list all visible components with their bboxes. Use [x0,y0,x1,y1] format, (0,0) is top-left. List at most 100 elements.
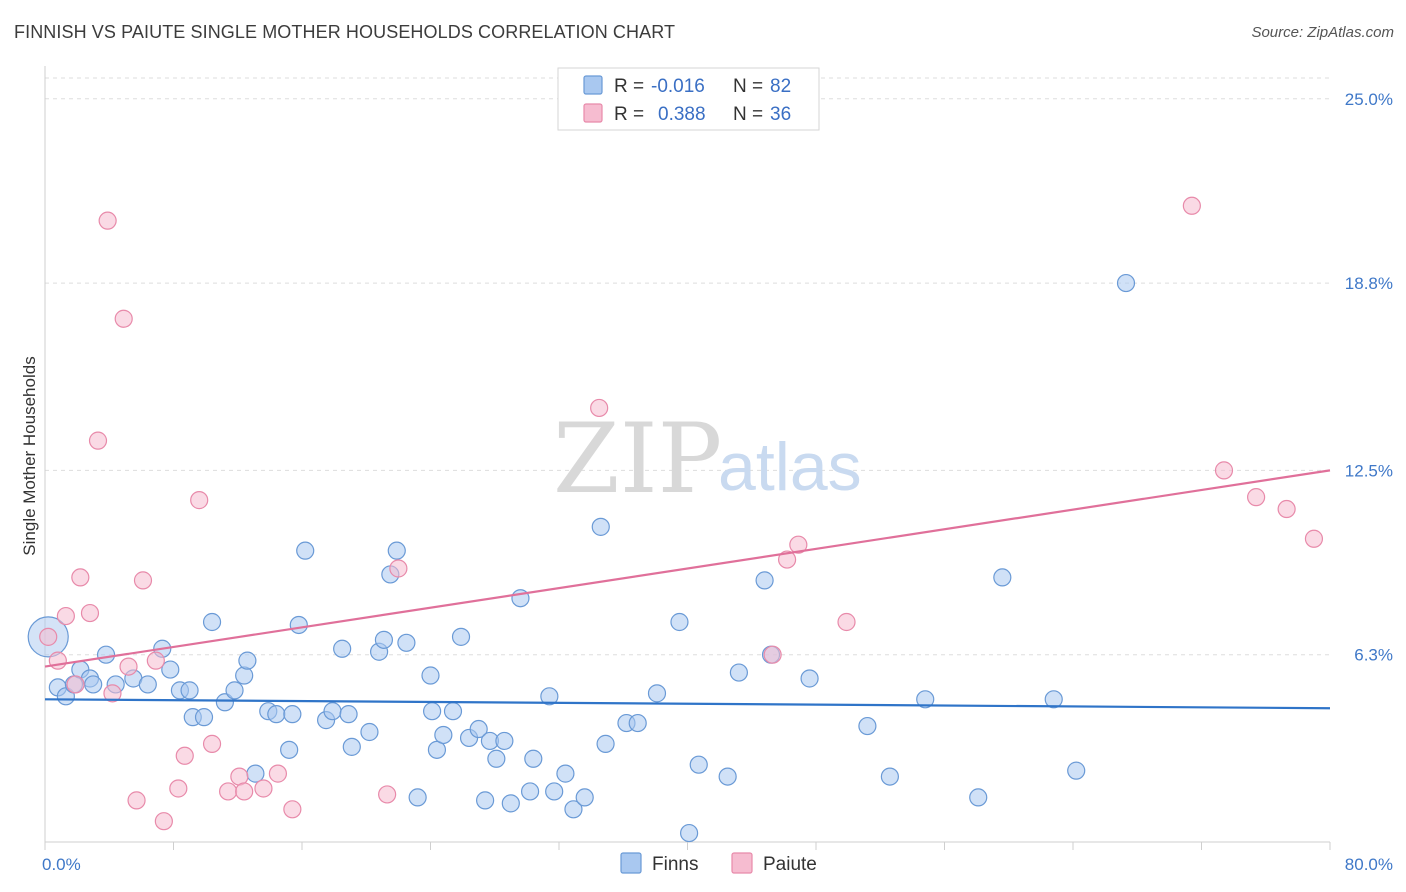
paiute-point-31 [837,612,856,632]
paiute-point-21 [235,782,254,801]
finns-point-58 [556,764,575,783]
paiute-point-36 [1304,529,1324,548]
finns-point-80 [1067,761,1086,780]
finns-point-24 [280,740,299,759]
finns-point-16 [202,612,222,632]
series-legend-swatch-finns [620,852,642,874]
paiute-point-19 [219,782,238,801]
paiute-trend-line [44,469,1331,668]
paiute-point-2 [56,606,75,626]
finns-point-29 [323,702,342,721]
y-tick-label-2: 18.8% [1345,274,1393,293]
paiute-point-28 [763,645,782,664]
finns-point-15 [194,708,214,727]
finns-point-30 [333,639,352,658]
chart-title: FINNISH VS PAIUTE SINGLE MOTHER HOUSEHOL… [14,22,676,42]
paiute-point-16 [175,746,194,765]
series-legend: Finns Paiute [620,852,817,875]
finns-point-74 [858,716,877,736]
finns-point-23 [267,705,286,724]
finns-point-73 [800,669,819,688]
finns-point-13 [180,681,199,700]
finns-series [27,273,1136,843]
finns-point-27 [296,541,315,560]
finns-point-19 [235,666,254,685]
finns-point-26 [289,615,308,635]
finns-point-20 [238,651,257,670]
paiute-point-14 [154,812,173,831]
finns-point-39 [408,788,427,807]
y-tick-label-0: 6.3% [1354,646,1393,665]
paiute-point-10 [119,657,138,676]
paiute-point-29 [777,550,797,569]
legend-r-value-finns: -0.016 [651,76,705,97]
finns-point-65 [647,684,667,703]
paiute-point-15 [169,779,188,798]
finns-point-21 [246,764,265,783]
paiute-point-5 [80,603,100,623]
finns-point-31 [339,705,358,724]
paiute-series [39,196,1324,831]
finns-point-32 [342,737,361,756]
series-legend-label-paiute: Paiute [763,854,817,875]
paiute-point-3 [66,675,85,694]
finns-point-47 [469,719,488,739]
finns-point-61 [591,517,610,536]
y-axis-label: Single Mother Households [20,356,39,555]
paiute-point-26 [389,559,408,578]
source-credit: Source: ZipAtlas.com [1251,24,1394,41]
legend-n-label-paiute: N = [733,104,763,125]
finns-point-6 [96,645,116,664]
finns-point-71 [755,571,774,590]
paiute-point-33 [1214,461,1234,480]
paiute-point-9 [114,309,133,328]
finns-point-35 [374,630,394,649]
finns-point-70 [729,663,749,682]
finns-point-25 [283,705,302,724]
paiute-point-25 [378,785,397,804]
paiute-point-34 [1247,488,1266,507]
finns-point-43 [434,725,453,745]
finns-point-38 [397,633,416,652]
finns-point-18 [225,681,244,700]
paiute-point-12 [133,571,153,590]
y-tick-labels: 6.3% 12.5% 18.8% 25.0% [1345,90,1393,665]
finns-point-69 [718,767,737,786]
finns-point-79 [1044,690,1063,709]
legend-n-label-finns: N = [733,76,763,97]
finns-point-48 [476,791,495,810]
x-tick-label-0: 0.0% [42,855,81,874]
finns-point-45 [451,627,471,646]
legend-r-label-paiute: R = [614,104,644,125]
finns-point-77 [969,788,988,807]
watermark: ZIP atlas [553,403,862,515]
legend-swatch-paiute [583,103,603,123]
finns-point-75 [880,767,899,786]
paiute-point-0 [39,627,58,646]
series-legend-swatch-paiute [731,852,753,874]
finns-trend-line [44,698,1331,710]
watermark-atlas: atlas [718,429,862,505]
paiute-point-30 [789,535,808,554]
legend-r-label-finns: R = [614,76,644,97]
finns-point-76 [916,690,935,709]
paiute-point-22 [254,779,273,798]
paiute-point-27 [590,398,609,418]
y-tick-label-1: 12.5% [1345,461,1393,480]
paiute-point-8 [103,684,122,703]
finns-point-68 [689,755,708,774]
paiute-point-13 [146,651,165,670]
trend-lines [44,469,1331,710]
legend-n-value-paiute: 36 [770,104,791,125]
finns-point-52 [501,794,520,813]
paiute-point-6 [88,431,108,450]
finns-point-66 [670,612,689,632]
finns-point-64 [628,713,647,733]
finns-point-50 [487,749,506,768]
legend-r-value-paiute: 0.388 [658,104,706,125]
paiute-point-4 [71,568,90,587]
finns-point-37 [387,541,406,560]
finns-point-59 [564,800,583,819]
finns-point-56 [540,687,559,706]
